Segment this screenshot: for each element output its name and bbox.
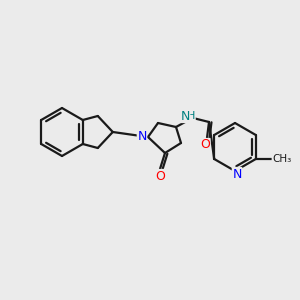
Text: O: O xyxy=(155,169,165,182)
Text: N: N xyxy=(137,130,147,142)
Text: N: N xyxy=(232,167,242,181)
Text: H: H xyxy=(187,111,195,121)
Text: N: N xyxy=(180,110,190,122)
Text: O: O xyxy=(200,139,210,152)
Text: CH₃: CH₃ xyxy=(272,154,291,164)
